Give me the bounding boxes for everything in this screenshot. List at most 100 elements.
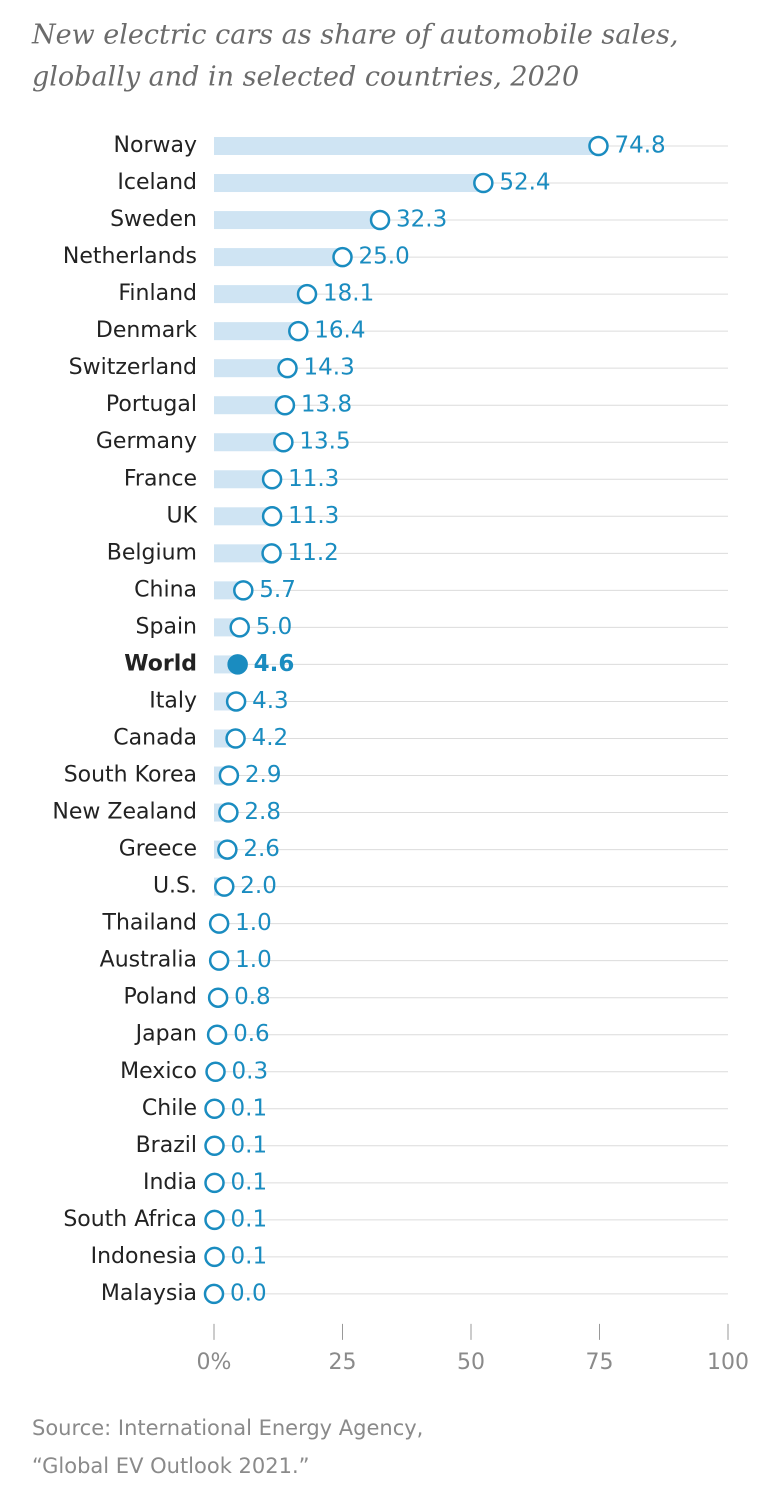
value-label: 0.1 <box>231 1095 268 1121</box>
category-label: Italy <box>149 688 197 713</box>
value-label: 2.6 <box>243 836 280 862</box>
value-label: 1.0 <box>235 910 272 936</box>
bar <box>214 507 273 526</box>
x-tick-label: 100 <box>707 1350 749 1375</box>
dot <box>369 209 391 231</box>
value-label: 13.5 <box>299 429 350 455</box>
bar <box>214 248 343 267</box>
dot <box>229 617 250 638</box>
dot <box>277 357 298 379</box>
value-label: 0.8 <box>234 984 271 1010</box>
bar <box>214 470 273 489</box>
dot <box>204 1209 225 1231</box>
category-label: U.S. <box>153 874 197 899</box>
dot <box>288 320 309 342</box>
bar <box>214 174 484 193</box>
x-tick-label: 0% <box>197 1350 232 1375</box>
value-label: 0.0 <box>230 1280 267 1306</box>
dot <box>273 431 294 453</box>
dot <box>205 1061 226 1082</box>
category-label: Malaysia <box>101 1281 197 1306</box>
value-label: 16.4 <box>314 318 365 344</box>
category-label: China <box>134 577 197 602</box>
dot <box>588 135 609 157</box>
value-label: 0.6 <box>233 1021 270 1047</box>
dot <box>214 876 235 897</box>
x-tick-label: 75 <box>586 1350 614 1375</box>
category-label: Iceland <box>117 170 197 195</box>
category-label: New Zealand <box>52 800 197 825</box>
category-label: Mexico <box>120 1059 197 1084</box>
x-tick-label: 50 <box>457 1350 485 1375</box>
value-label: 14.3 <box>304 355 355 381</box>
dot <box>261 506 283 527</box>
value-label: 5.7 <box>259 577 296 603</box>
category-label: Sweden <box>110 207 197 232</box>
dot <box>208 913 230 934</box>
value-label: 32.3 <box>396 207 447 233</box>
value-label: 11.2 <box>288 540 339 566</box>
category-label: France <box>124 466 197 491</box>
value-label: 4.3 <box>252 688 289 714</box>
dot <box>233 580 254 601</box>
chart-title: globally and in selected countries, 2020 <box>32 62 579 93</box>
bar <box>214 433 284 452</box>
category-label: Greece <box>119 837 197 862</box>
bar <box>214 544 272 563</box>
x-tick-label: 25 <box>329 1350 357 1375</box>
dot <box>203 1283 225 1305</box>
category-label: Brazil <box>136 1133 197 1158</box>
dot <box>473 172 494 194</box>
dot <box>208 950 230 971</box>
category-label: Germany <box>96 429 197 454</box>
value-label: 0.1 <box>231 1132 268 1158</box>
category-label: Indonesia <box>91 1244 197 1269</box>
dot <box>227 654 248 675</box>
dot <box>296 283 318 305</box>
category-label: Spain <box>136 614 197 639</box>
bar <box>214 285 308 304</box>
value-label: 11.3 <box>288 466 339 492</box>
dot <box>204 1135 225 1157</box>
category-label: Portugal <box>106 392 197 417</box>
value-label: 0.1 <box>231 1169 268 1195</box>
dot <box>225 691 247 712</box>
category-label: Finland <box>118 281 197 306</box>
value-label: 74.8 <box>614 133 665 159</box>
category-label: South Korea <box>64 763 197 788</box>
dot <box>204 1172 225 1194</box>
category-label: Canada <box>113 725 197 750</box>
category-label: Belgium <box>107 540 197 565</box>
bar <box>214 359 288 378</box>
dot <box>206 1024 228 1045</box>
dot <box>218 765 240 786</box>
value-label: 52.4 <box>499 170 550 196</box>
dot <box>207 987 229 1008</box>
value-label: 0.3 <box>232 1058 269 1084</box>
category-label: Poland <box>124 985 197 1010</box>
dot <box>261 469 283 490</box>
value-label: 2.8 <box>244 799 281 825</box>
value-label: 2.0 <box>240 873 277 899</box>
value-label: 18.1 <box>323 281 374 307</box>
source: Source: International Energy Agency, <box>32 1416 423 1440</box>
category-label: Norway <box>114 133 197 158</box>
value-label: 4.2 <box>252 725 289 751</box>
category-label: Japan <box>134 1022 197 1047</box>
dot <box>217 839 238 860</box>
bar <box>214 322 299 341</box>
dot <box>225 728 246 749</box>
value-label: 2.9 <box>245 762 282 788</box>
category-label: Thailand <box>102 911 197 936</box>
dot <box>204 1098 225 1120</box>
value-label: 11.3 <box>288 503 339 529</box>
value-label: 4.6 <box>254 651 295 677</box>
category-label: World <box>124 651 197 676</box>
value-label: 0.1 <box>231 1243 268 1269</box>
value-label: 13.8 <box>301 392 352 418</box>
source: “Global EV Outlook 2021.” <box>32 1454 310 1478</box>
dot <box>218 802 239 823</box>
value-label: 25.0 <box>359 244 410 270</box>
category-label: Denmark <box>96 318 197 343</box>
